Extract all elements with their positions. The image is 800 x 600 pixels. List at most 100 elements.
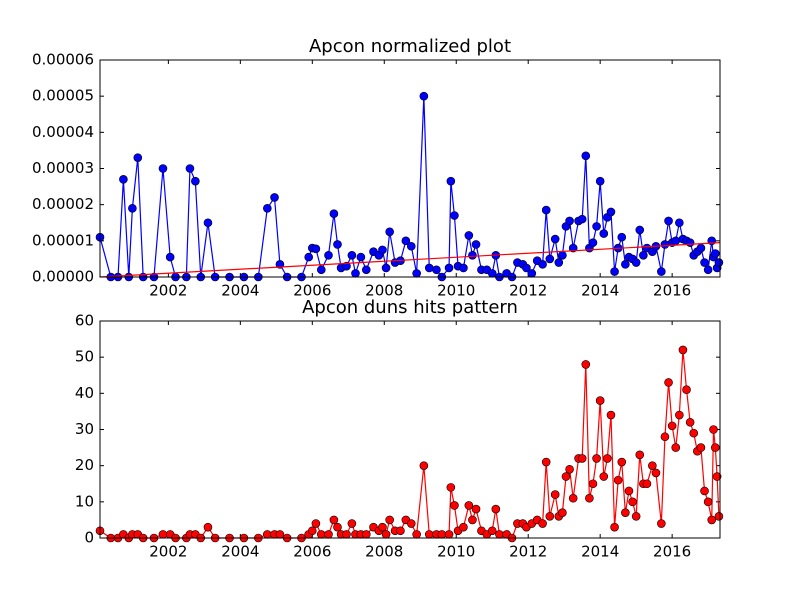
x-tick-label: 2010 (437, 543, 475, 561)
data-point (263, 530, 272, 539)
data-point (588, 238, 598, 247)
data-point (703, 497, 713, 507)
data-point (565, 216, 574, 226)
data-point (385, 227, 394, 237)
data-point (191, 176, 200, 186)
data-point (696, 443, 706, 452)
data-point (671, 443, 681, 452)
data-point (696, 243, 706, 253)
data-point (685, 417, 695, 427)
data-point (308, 526, 317, 536)
data-point (541, 205, 551, 215)
data-point (324, 530, 333, 539)
data-point (711, 249, 720, 258)
data-point (642, 479, 652, 489)
x-tick-label: 2016 (653, 543, 691, 561)
chart-title: Apcon normalized plot (309, 36, 511, 57)
data-point (581, 360, 591, 369)
y-tick-label: 50 (75, 348, 94, 366)
data-point (185, 164, 195, 173)
data-point (631, 258, 641, 267)
data-point (558, 508, 567, 517)
data-point (329, 515, 339, 525)
data-point (678, 345, 688, 355)
x-tick-label: 2004 (221, 282, 259, 300)
data-point (657, 267, 666, 276)
data-point (639, 251, 648, 260)
data-point (613, 475, 623, 485)
data-point (459, 263, 468, 273)
data-point (381, 263, 391, 273)
data-point (385, 515, 394, 525)
data-point (263, 203, 272, 213)
data-point (361, 530, 371, 539)
data-point (558, 251, 567, 260)
data-point (432, 265, 441, 275)
data-point (347, 251, 357, 260)
data-point (550, 234, 560, 244)
data-point (648, 461, 657, 470)
data-point (621, 508, 630, 517)
data-point (700, 258, 709, 267)
data-point (311, 244, 321, 254)
y-tick-label: 0 (84, 529, 94, 547)
data-point (610, 267, 619, 276)
data-point (660, 432, 670, 442)
data-point (401, 236, 411, 246)
data-point (203, 522, 213, 532)
data-point (599, 229, 609, 238)
y-tick-label: 10 (75, 492, 94, 510)
y-tick-label: 30 (75, 420, 94, 438)
x-tick-label: 2002 (149, 543, 187, 561)
y-tick-label: 20 (75, 456, 94, 474)
data-point (707, 515, 717, 525)
data-point (342, 530, 351, 539)
data-point (675, 410, 684, 420)
data-point (342, 261, 351, 271)
data-point (592, 454, 601, 463)
data-point (703, 265, 713, 275)
data-point (635, 225, 645, 235)
data-point (381, 530, 391, 539)
data-point (468, 515, 477, 525)
y-tick-label: 0.00006 (32, 51, 94, 69)
data-point (351, 269, 360, 278)
y-tick-label: 0.00000 (32, 268, 94, 286)
data-point (491, 504, 501, 514)
y-tick-label: 0.00004 (32, 123, 94, 141)
x-tick-label: 2014 (581, 543, 619, 561)
axes-frame (99, 59, 721, 278)
data-point (541, 457, 551, 467)
data-point (581, 151, 591, 161)
data-point (664, 216, 673, 226)
data-point (471, 240, 481, 249)
data-point (714, 258, 724, 267)
x-tick-label: 2010 (437, 282, 475, 300)
data-point (711, 443, 720, 452)
data-point (396, 526, 405, 536)
data-point (378, 522, 387, 532)
data-point (617, 457, 627, 467)
series-line (99, 242, 721, 278)
data-point (610, 522, 619, 532)
data-point (527, 269, 537, 278)
data-point (444, 530, 454, 539)
data-point (657, 519, 666, 528)
x-tick-label: 2016 (653, 282, 691, 300)
data-point (119, 175, 128, 184)
data-point (577, 454, 587, 463)
y-tick-label: 0.00001 (32, 231, 94, 249)
data-point (595, 176, 605, 186)
data-point (585, 493, 594, 503)
data-point (599, 472, 609, 481)
x-tick-label: 2002 (149, 282, 187, 300)
y-tick-label: 0.00003 (32, 159, 94, 177)
data-point (165, 252, 175, 262)
y-tick-label: 40 (75, 384, 94, 402)
data-point (347, 519, 357, 528)
data-point (419, 91, 429, 101)
x-tick-label: 2006 (293, 543, 331, 561)
x-tick-label: 2012 (509, 282, 547, 300)
